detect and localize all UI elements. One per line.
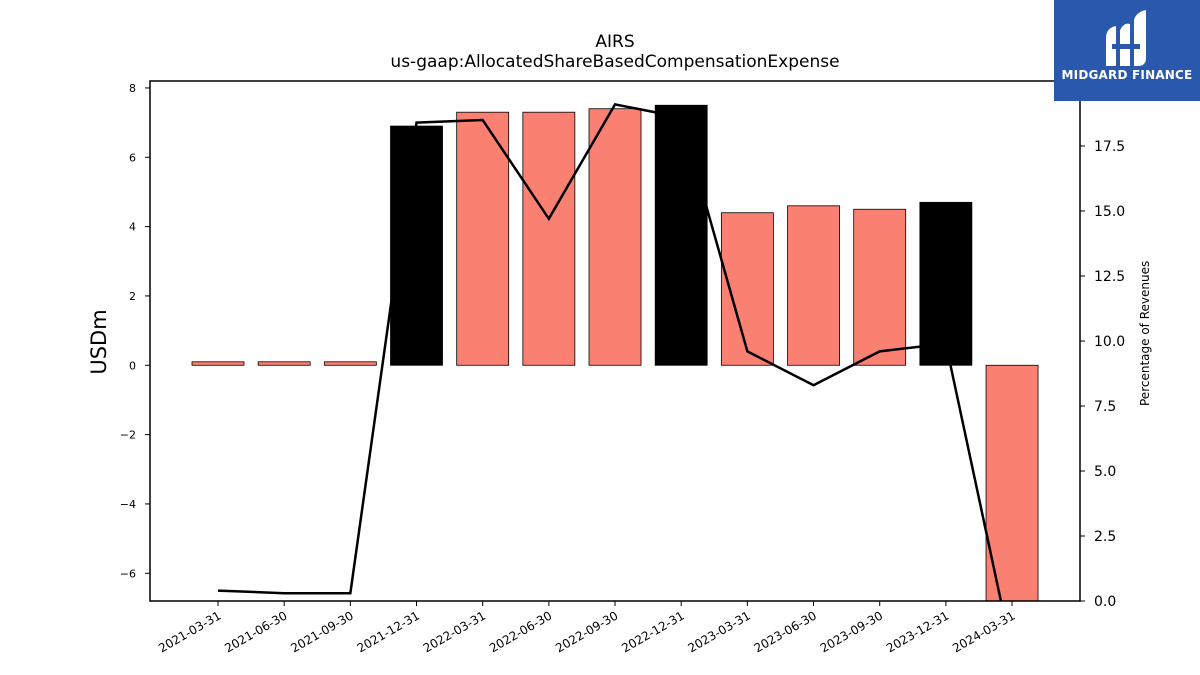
right-tick-label: 15.0	[1094, 204, 1125, 220]
midgard-logo-icon	[1106, 10, 1146, 67]
bar-2022-09-30	[588, 108, 642, 366]
left-tick-label: 0	[129, 359, 136, 372]
left-tick-label: 6	[129, 151, 136, 164]
x-tick-label: 2023-03-31	[685, 608, 752, 655]
left-tick-label: 4	[129, 221, 136, 234]
x-tick-label: 2022-09-30	[553, 608, 620, 655]
bar-2022-06-30	[522, 111, 576, 366]
x-tick-label: 2022-06-30	[487, 608, 554, 655]
x-tick-label: 2023-09-30	[818, 608, 885, 655]
right-tick-label: 17.5	[1094, 139, 1125, 155]
right-tick-label: 2.5	[1094, 529, 1116, 545]
x-tick-label: 2021-09-30	[288, 608, 355, 655]
right-tick-label: 5.0	[1094, 464, 1116, 480]
left-tick-label: 8	[129, 82, 136, 95]
bar-2023-09-30	[853, 208, 907, 366]
line-layer	[217, 103, 1003, 601]
x-tick-label: 2023-06-30	[752, 608, 819, 655]
bar-2024-03-31	[985, 364, 1039, 602]
x-tick-label: 2023-12-31	[884, 608, 951, 655]
x-tick-label: 2022-12-31	[619, 608, 686, 655]
x-tick-label: 2024-03-31	[950, 608, 1017, 655]
bar-2021-09-30	[323, 361, 377, 366]
right-tick-label: 12.5	[1094, 269, 1125, 285]
left-tick-label: −6	[120, 567, 136, 580]
x-tick-label: 2021-12-31	[355, 608, 422, 655]
logo-text: MIDGARD FINANCE	[1061, 68, 1193, 82]
right-tick-label: 7.5	[1094, 399, 1116, 415]
chart-title: AIRS	[595, 32, 635, 52]
y-axis-label-left: USDm	[87, 309, 111, 375]
x-axis: 2021-03-312021-06-302021-09-302021-12-31…	[156, 601, 1018, 655]
percentage-of-revenues-line	[217, 103, 1003, 601]
x-tick-label: 2022-03-31	[421, 608, 488, 655]
left-tick-label: −4	[120, 498, 136, 511]
chart-subtitle: us-gaap:AllocatedShareBasedCompensationE…	[390, 52, 840, 72]
left-axis: −6 −4 −2 0 2 4 6 8	[120, 82, 150, 580]
bars-layer	[191, 104, 1039, 602]
bar-2021-03-31	[191, 361, 245, 366]
x-tick-label: 2021-03-31	[156, 608, 223, 655]
left-tick-label: 2	[129, 290, 136, 303]
right-tick-label: 0.0	[1094, 594, 1116, 610]
bar-2023-12-31	[919, 201, 973, 366]
left-tick-label: −2	[120, 429, 136, 442]
y-axis-label-right: Percentage of Revenues	[1138, 260, 1152, 406]
bar-2021-06-30	[257, 361, 311, 366]
x-tick-label: 2021-06-30	[222, 608, 289, 655]
bar-2022-12-31	[654, 104, 708, 366]
bar-2022-03-31	[456, 111, 510, 366]
midgard-finance-logo: MIDGARD FINANCE	[1054, 0, 1200, 101]
right-tick-label: 10.0	[1094, 334, 1125, 350]
bar-2023-06-30	[787, 205, 840, 366]
right-axis: 0.02.55.07.510.012.515.017.520.0	[1080, 74, 1125, 610]
